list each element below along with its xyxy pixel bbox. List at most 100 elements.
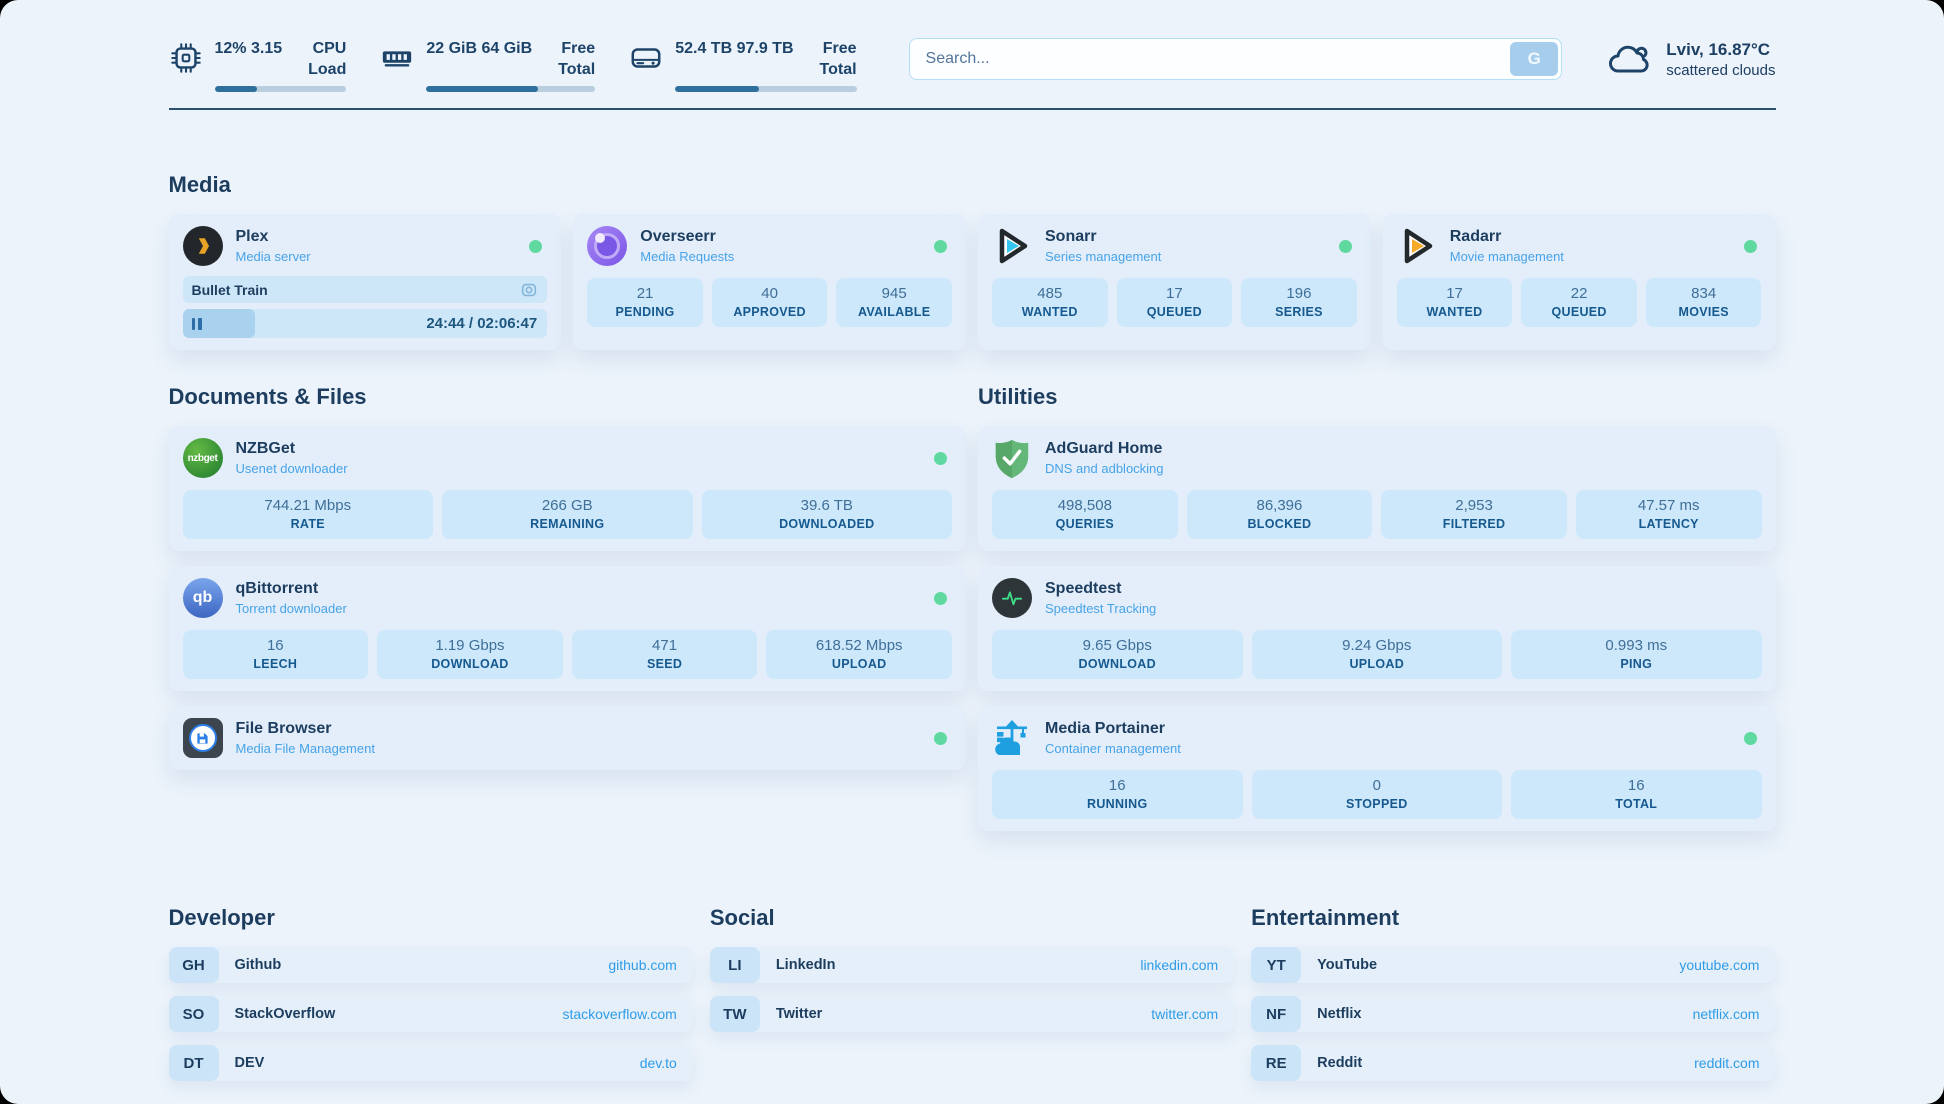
- service-description: DNS and adblocking: [1045, 461, 1164, 476]
- stat-value: 945: [881, 285, 907, 302]
- bookmark-name: YouTube: [1317, 957, 1378, 973]
- service-link-plex[interactable]: Plex Media server: [182, 226, 548, 266]
- bookmark-stackoverflow[interactable]: SO StackOverflow stackoverflow.com: [168, 996, 693, 1032]
- system-stats: 12% 3.15 CPU Load: [169, 38, 857, 92]
- stat-label: TOTAL: [1615, 797, 1658, 811]
- service-link-adguard[interactable]: AdGuard Home DNS and adblocking: [992, 438, 1762, 479]
- now-playing-title: Bullet Train: [191, 281, 268, 298]
- service-link-speedtest[interactable]: Speedtest Speedtest Tracking: [992, 578, 1762, 618]
- sonarr-icon: [992, 226, 1032, 266]
- stat-label: QUEUED: [1146, 305, 1202, 319]
- bookmark-netflix[interactable]: NF Netflix netflix.com: [1251, 996, 1776, 1032]
- section-title-utilities: Utilities: [978, 384, 1058, 409]
- service-name: Overseerr: [640, 228, 716, 245]
- stat-label: LATENCY: [1638, 517, 1699, 531]
- bookmark-twitter[interactable]: TW Twitter twitter.com: [709, 996, 1235, 1032]
- stat-tile: 485 WANTED: [992, 278, 1108, 327]
- stat-value: 86,396: [1256, 497, 1303, 514]
- qbittorrent-icon: qb: [182, 578, 223, 618]
- stat-value: 22: [1570, 285, 1588, 302]
- bookmark-abbr: TW: [709, 996, 760, 1032]
- bookmark-youtube[interactable]: YT YouTube youtube.com: [1251, 947, 1776, 983]
- stat-tile: 1.19 Gbps DOWNLOAD: [377, 630, 563, 679]
- status-online-dot: [1338, 239, 1352, 253]
- bookmark-url: stackoverflow.com: [562, 1006, 677, 1022]
- stat-value: 47.57 ms: [1637, 497, 1700, 514]
- playback-time: 24:44 / 02:06:47: [426, 315, 538, 332]
- weather-widget[interactable]: Lviv, 16.87°C scattered clouds: [1606, 40, 1776, 79]
- bookmark-abbr: LI: [709, 947, 760, 983]
- stat-label: SERIES: [1275, 305, 1323, 319]
- service-description: Media File Management: [235, 741, 375, 756]
- topbar-divider: [168, 108, 1776, 110]
- bookmark-group-social: Social LI LinkedIn linkedin.com TW Twitt…: [709, 905, 1235, 1081]
- service-link-overseerr[interactable]: Overseerr Media Requests: [587, 226, 952, 266]
- stat-tile: 0 STOPPED: [1251, 770, 1502, 819]
- stat-value: 618.52 Mbps: [815, 637, 903, 654]
- service-description: Torrent downloader: [235, 601, 347, 616]
- stat-value: 498,508: [1057, 497, 1112, 514]
- bookmark-name: LinkedIn: [775, 957, 836, 973]
- bookmark-dev[interactable]: DT DEV dev.to: [168, 1045, 693, 1081]
- stat-value: 21: [636, 285, 654, 302]
- stat-tile: 47.57 ms LATENCY: [1575, 490, 1762, 539]
- bookmark-url: reddit.com: [1694, 1055, 1760, 1071]
- adguard-icon: [992, 438, 1032, 479]
- card-adguard: AdGuard Home DNS and adblocking 498,508 …: [978, 426, 1776, 551]
- service-link-portainer[interactable]: Media Portainer Container management: [992, 718, 1762, 758]
- playback-progress-fill: [182, 309, 256, 338]
- bookmark-group-title: Social: [709, 905, 775, 930]
- service-description: Speedtest Tracking: [1045, 601, 1157, 616]
- stat-tile: 0.993 ms PING: [1511, 630, 1762, 679]
- bookmark-group-developer: Developer GH Github github.com SO StackO…: [168, 905, 693, 1081]
- service-link-qbittorrent[interactable]: qb qBittorrent Torrent downloader: [182, 578, 953, 618]
- overseerr-icon: [587, 226, 628, 266]
- service-link-nzbget[interactable]: nzbget NZBGet Usenet downloader: [182, 438, 953, 478]
- card-portainer: Media Portainer Container management 16 …: [978, 706, 1776, 831]
- bookmark-abbr: NF: [1251, 996, 1302, 1032]
- stat-value: 266 GB: [541, 497, 593, 514]
- ram-stat: 22 GiB 64 GiB Free Total: [380, 38, 596, 92]
- search-input[interactable]: [908, 38, 1563, 80]
- section-utilities: Utilities: [978, 384, 1776, 831]
- service-link-radarr[interactable]: Radarr Movie management: [1397, 226, 1762, 266]
- service-link-filebrowser[interactable]: File Browser Media File Management: [182, 718, 953, 758]
- disk-values: 52.4 TB 97.9 TB: [675, 38, 793, 80]
- stat-value: 485: [1037, 285, 1063, 302]
- stat-label: LEECH: [253, 657, 298, 671]
- cloud-icon: [1609, 45, 1649, 73]
- weather-condition: scattered clouds: [1666, 62, 1776, 79]
- ram-label-2: Total: [558, 61, 596, 78]
- status-online-dot: [529, 239, 543, 253]
- status-online-dot: [934, 591, 947, 605]
- stat-value: 744.21 Mbps: [264, 497, 352, 514]
- service-description: Usenet downloader: [235, 461, 348, 476]
- camera-icon[interactable]: [520, 281, 538, 299]
- disk-label-2: Total: [819, 61, 857, 78]
- service-link-sonarr[interactable]: Sonarr Series management: [992, 226, 1357, 266]
- status-online-dot: [934, 731, 947, 745]
- stat-label: QUERIES: [1055, 517, 1114, 531]
- card-filebrowser: File Browser Media File Management: [168, 706, 966, 770]
- service-description: Series management: [1045, 249, 1162, 264]
- bookmark-name: Github: [234, 957, 282, 973]
- stat-value: 0.993 ms: [1605, 637, 1668, 654]
- service-name: File Browser: [235, 720, 332, 737]
- stat-value: 17: [1166, 285, 1183, 302]
- stat-tile: 86,396 BLOCKED: [1186, 490, 1373, 539]
- stat-tile: 266 GB REMAINING: [442, 490, 693, 539]
- disk-progress-fill: [675, 86, 759, 92]
- stat-label: DOWNLOAD: [431, 657, 509, 671]
- stat-tile: 9.24 Gbps UPLOAD: [1251, 630, 1502, 679]
- bookmark-linkedin[interactable]: LI LinkedIn linkedin.com: [709, 947, 1235, 983]
- search-provider-button[interactable]: G: [1510, 42, 1559, 76]
- bookmark-url: youtube.com: [1679, 957, 1760, 973]
- speedtest-icon: [992, 578, 1032, 618]
- bookmark-abbr: YT: [1251, 947, 1302, 983]
- bookmark-reddit[interactable]: RE Reddit reddit.com: [1251, 1045, 1776, 1081]
- service-name: Radarr: [1449, 228, 1502, 245]
- qbittorrent-icon-text: qb: [192, 589, 213, 606]
- bookmark-abbr: GH: [168, 947, 219, 983]
- bookmark-github[interactable]: GH Github github.com: [168, 947, 693, 983]
- bookmark-name: Reddit: [1317, 1055, 1363, 1071]
